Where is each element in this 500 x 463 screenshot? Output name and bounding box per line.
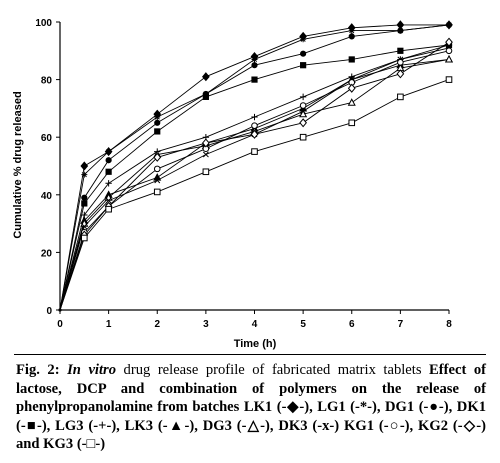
caption-first-line: drug release profile of fabricated matri… (123, 362, 422, 378)
series-line-kg1 (59, 50, 450, 311)
caption-body: Effect of lactose, DCP and combination o… (16, 362, 486, 453)
series-line-dg3 (59, 58, 450, 311)
y-tick-label: 60 (41, 133, 53, 144)
caption-italic-phrase: In vitro (67, 362, 117, 378)
data-point-dk1 (397, 47, 404, 54)
data-point-dg1 (154, 119, 161, 126)
data-point-kg1 (153, 165, 161, 173)
series-line-dk1 (59, 44, 450, 311)
data-point-dk3 (154, 177, 161, 184)
series-line-kg2 (59, 41, 450, 311)
data-point-kg1 (397, 59, 404, 66)
data-point-kg3 (445, 76, 453, 83)
data-point-dg3 (347, 98, 356, 106)
series-line-lk3 (59, 58, 450, 311)
data-point-dk1 (300, 62, 307, 69)
data-point-kg3 (251, 148, 258, 155)
data-point-lg1 (300, 36, 307, 43)
x-tick-label: 6 (349, 319, 355, 330)
series-line-dg1 (59, 24, 450, 311)
data-point-dk3 (105, 197, 112, 204)
series-line-kg3 (59, 79, 450, 311)
data-point-lg1 (105, 148, 112, 155)
data-point-kg3 (81, 234, 88, 242)
data-point-kg3 (202, 168, 210, 176)
data-point-dg1 (397, 27, 404, 34)
data-point-kg2 (202, 138, 210, 148)
data-point-kg3 (397, 93, 404, 101)
chart-series-lines (59, 24, 450, 311)
data-point-kg2 (396, 69, 405, 79)
data-point-dk1 (81, 200, 88, 207)
x-tick-label: 4 (252, 319, 258, 330)
data-point-dk1 (105, 168, 112, 175)
y-tick-label: 80 (41, 76, 53, 87)
x-axis-label: Time (h) (234, 338, 277, 350)
data-point-kg2 (250, 129, 259, 139)
figure-caption: Fig. 2: In vitro drug release profile of… (16, 361, 486, 454)
data-point-kg1 (251, 122, 258, 129)
data-point-kg2 (347, 83, 356, 93)
series-line-dk3 (59, 47, 450, 311)
data-point-dk3 (81, 223, 88, 230)
data-point-dk1 (202, 93, 209, 100)
data-point-lk1 (80, 161, 89, 171)
data-point-kg2 (445, 37, 453, 47)
data-point-dg1 (105, 157, 112, 164)
x-tick-label: 3 (203, 319, 209, 330)
data-point-lk1 (202, 72, 210, 82)
data-point-lg1 (154, 114, 161, 121)
data-point-kg3 (299, 133, 307, 141)
x-tick-label: 0 (57, 319, 63, 330)
data-point-origin (58, 308, 62, 312)
y-axis-label: Cumulative % drug released (12, 91, 24, 238)
data-point-lg1 (251, 56, 258, 63)
data-point-kg2 (299, 118, 307, 128)
caption-fig-label: Fig. 2: (16, 362, 60, 378)
data-point-lg1 (348, 27, 355, 34)
data-point-kg3 (348, 119, 356, 127)
data-point-dg1 (348, 33, 355, 40)
x-tick-label: 7 (398, 319, 404, 330)
data-point-lg3 (251, 113, 258, 121)
series-line-lg1 (59, 24, 450, 311)
data-point-dg1 (251, 62, 258, 69)
caption-divider (14, 354, 486, 355)
data-point-dk1 (154, 128, 161, 135)
y-tick-label: 40 (41, 191, 53, 202)
data-point-kg3 (105, 205, 112, 213)
y-tick-label: 0 (46, 306, 52, 317)
x-tick-label: 2 (154, 319, 160, 330)
x-tick-label: 1 (106, 319, 112, 330)
data-point-dk3 (202, 151, 209, 158)
data-point-dg1 (81, 194, 88, 201)
data-point-dg3 (444, 54, 454, 63)
data-point-kg3 (153, 188, 161, 196)
data-point-kg1 (299, 102, 307, 109)
data-point-kg1 (445, 47, 453, 55)
data-point-dg3 (299, 109, 308, 118)
chart: 0 1 2 3 4 5 6 7 8 0 20 40 60 80 100 Cumulative % drug … (12, 18, 454, 350)
data-point-dg1 (300, 50, 307, 57)
data-point-dk1 (348, 56, 355, 63)
series-line-lk1 (59, 24, 449, 311)
data-point-dg1 (445, 21, 453, 28)
chart-series-markers (58, 20, 454, 312)
data-point-lg3 (105, 180, 112, 187)
x-tick-label: 5 (300, 319, 306, 330)
series-line-lg3 (59, 44, 450, 311)
y-tick-label: 20 (41, 248, 53, 259)
data-point-kg2 (153, 152, 162, 162)
data-point-lk3 (153, 173, 162, 181)
x-tick-label: 8 (446, 319, 452, 330)
data-point-dk3 (300, 108, 307, 115)
data-point-lg3 (299, 93, 307, 101)
y-tick-label: 100 (35, 18, 52, 29)
data-point-dk1 (251, 76, 258, 83)
data-point-lg1 (81, 171, 88, 178)
